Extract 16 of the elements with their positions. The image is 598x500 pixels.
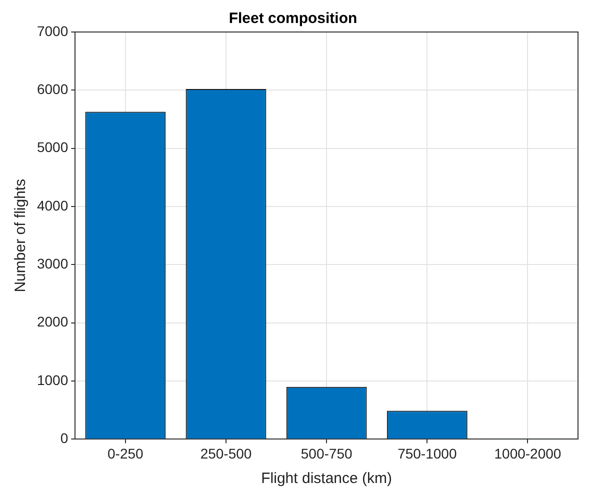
y-axis-title: Number of flights xyxy=(12,178,30,292)
y-tick-label: 4000 xyxy=(36,197,68,214)
chart-title: Fleet composition xyxy=(228,10,358,28)
y-tick-label: 1000 xyxy=(36,372,68,388)
x-tick-label: 500-750 xyxy=(300,445,352,462)
x-axis-title: Flight distance (km) xyxy=(261,470,392,488)
y-tick-label: 5000 xyxy=(36,139,68,156)
y-tick-label: 0 xyxy=(60,430,68,446)
x-tick-label: 750-1000 xyxy=(398,445,457,462)
x-tick-label: 250-500 xyxy=(200,445,252,462)
y-tick-label: 7000 xyxy=(36,22,68,39)
y-tick-label: 6000 xyxy=(36,81,68,98)
y-tick-label: 3000 xyxy=(36,256,68,272)
x-tick-label: 0-250 xyxy=(108,445,144,462)
y-tick-label: 2000 xyxy=(36,314,68,330)
x-tick-label: 1000-2000 xyxy=(494,445,562,462)
